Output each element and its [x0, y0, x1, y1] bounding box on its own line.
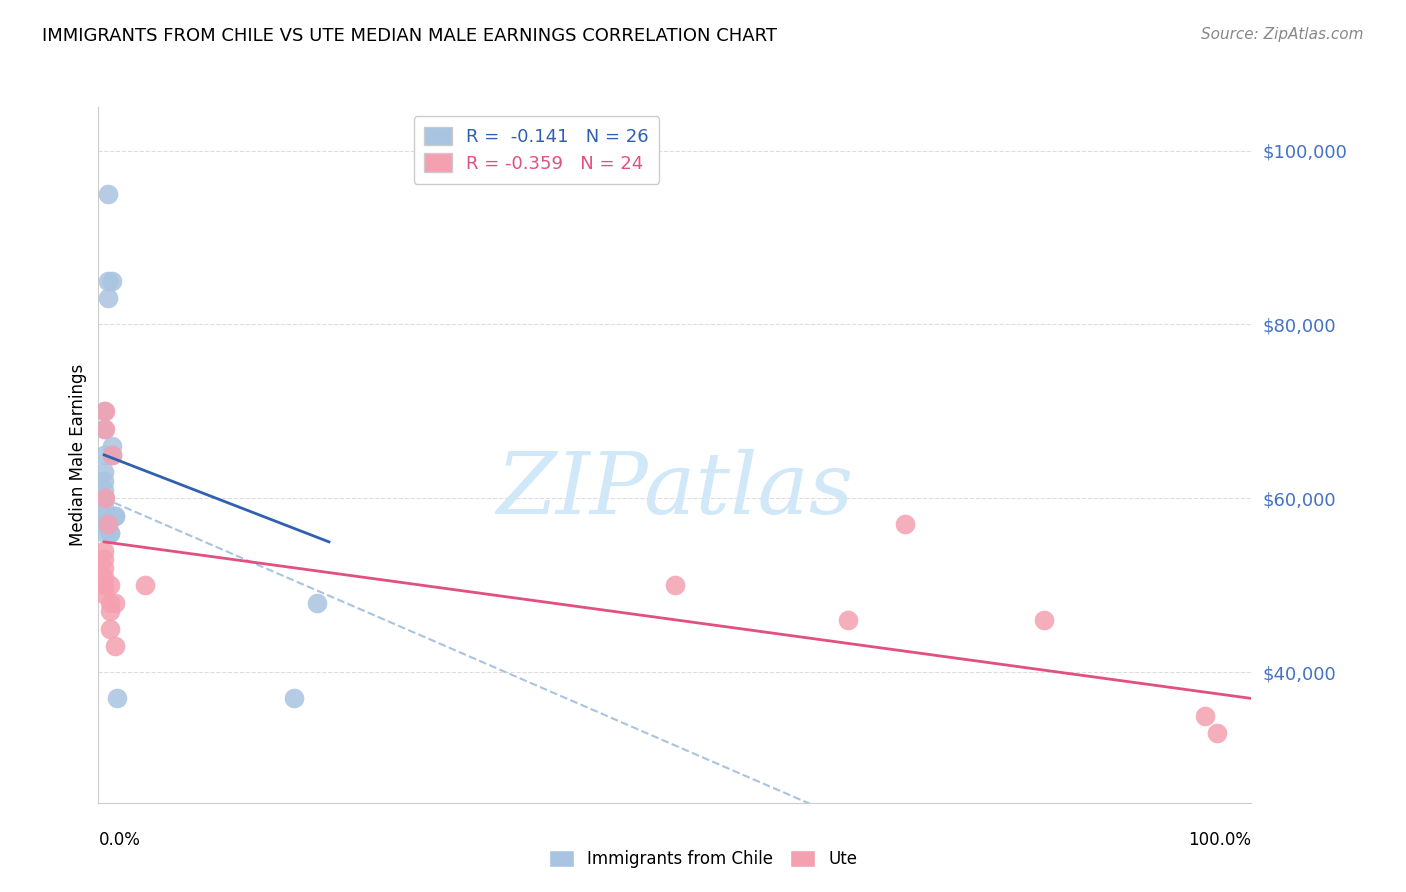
Point [93, 543, 115, 558]
Point [97, 274, 120, 288]
Point [97, 291, 120, 305]
Point [103, 639, 125, 653]
Point [101, 274, 124, 288]
Point [93, 491, 115, 506]
Point [103, 596, 125, 610]
Point [97, 517, 120, 532]
Point [837, 613, 859, 627]
Point [93, 483, 115, 497]
Point [93, 587, 115, 601]
Point [98, 526, 121, 541]
Point [98, 578, 121, 592]
Point [94, 526, 117, 541]
Point [94, 517, 117, 532]
Point [664, 578, 686, 592]
Point [98, 622, 121, 636]
Point [93, 500, 115, 514]
Point [93, 570, 115, 584]
Text: 100.0%: 100.0% [1188, 830, 1251, 848]
Y-axis label: Median Male Earnings: Median Male Earnings [69, 364, 87, 546]
Point [101, 439, 124, 453]
Point [93, 508, 115, 523]
Point [134, 578, 156, 592]
Text: ZIPatlas: ZIPatlas [496, 449, 853, 531]
Point [93, 404, 115, 418]
Point [94, 404, 117, 418]
Point [93, 578, 115, 592]
Text: 0.0%: 0.0% [98, 830, 141, 848]
Point [93, 561, 115, 575]
Point [93, 491, 115, 506]
Point [98, 605, 121, 619]
Point [101, 448, 124, 462]
Point [97, 187, 120, 202]
Point [93, 517, 115, 532]
Point [103, 508, 125, 523]
Point [98, 526, 121, 541]
Point [93, 474, 115, 488]
Point [1205, 726, 1227, 740]
Point [94, 491, 117, 506]
Point [93, 552, 115, 566]
Legend: R =  -0.141   N = 26, R = -0.359   N = 24: R = -0.141 N = 26, R = -0.359 N = 24 [413, 116, 659, 184]
Legend: Immigrants from Chile, Ute: Immigrants from Chile, Ute [543, 843, 863, 875]
Point [94, 422, 117, 436]
Point [894, 517, 917, 532]
Point [93, 448, 115, 462]
Point [98, 596, 121, 610]
Point [105, 691, 128, 706]
Point [307, 596, 329, 610]
Text: IMMIGRANTS FROM CHILE VS UTE MEDIAN MALE EARNINGS CORRELATION CHART: IMMIGRANTS FROM CHILE VS UTE MEDIAN MALE… [42, 27, 778, 45]
Point [101, 448, 124, 462]
Point [283, 691, 305, 706]
Point [1194, 708, 1216, 723]
Point [93, 466, 115, 480]
Point [93, 422, 115, 436]
Point [103, 508, 125, 523]
Text: Source: ZipAtlas.com: Source: ZipAtlas.com [1201, 27, 1364, 42]
Point [1032, 613, 1054, 627]
